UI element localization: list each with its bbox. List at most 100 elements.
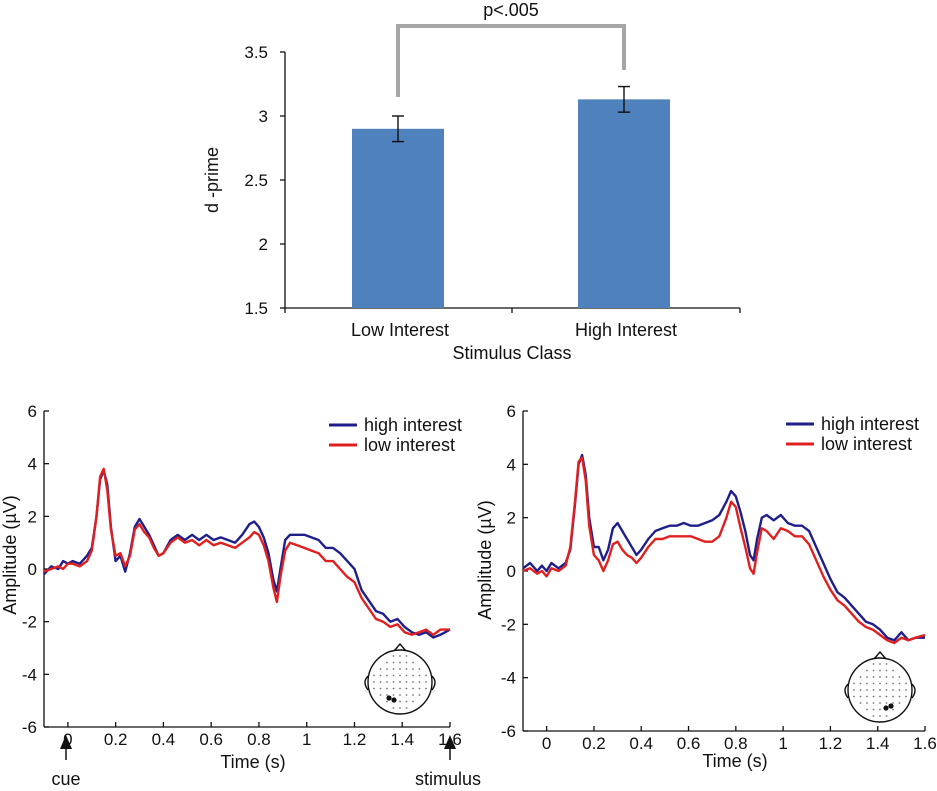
electrode-dot [859, 689, 862, 691]
electrode-dot [392, 687, 395, 690]
cue-arrow [60, 735, 72, 760]
electrode-dot [399, 700, 401, 703]
y-tick-label: -4 [22, 665, 37, 684]
x-tick-label: 0.4 [152, 730, 176, 749]
electrode-dot [373, 681, 375, 683]
x-tick-label: 0.8 [724, 734, 748, 753]
electrode-dot [859, 682, 862, 685]
electrode-dot [859, 702, 862, 704]
electrode-dot [853, 689, 855, 691]
electrode-dot [872, 708, 875, 711]
series-line [522, 456, 926, 645]
electrode-dot [879, 702, 881, 704]
electrode-dot [872, 702, 875, 704]
electrode-dot [373, 687, 375, 690]
electrode-dot [853, 695, 855, 698]
y-tick-label: 6 [507, 402, 516, 421]
electrode-dot [879, 708, 881, 711]
legend-label-high: high interest [364, 415, 462, 435]
stimulus-label: stimulus [415, 769, 481, 789]
electrode-dot [379, 687, 382, 690]
electrode-dot [898, 702, 901, 704]
head-ear [911, 683, 916, 699]
erp-right-x-axis-label: Time (s) [702, 751, 767, 771]
electrode-dot [905, 689, 907, 691]
x-tick-label: 0.4 [629, 734, 653, 753]
electrode-dot [872, 695, 875, 698]
x-tick-label: 1 [302, 730, 311, 749]
head-nose [393, 642, 407, 652]
electrode-dot [418, 674, 421, 677]
electrode-dot [885, 695, 888, 698]
electrode-dot [892, 689, 894, 691]
electrode-dot [412, 700, 414, 703]
electrode-dot [879, 676, 881, 678]
electrode-dot [412, 668, 414, 670]
electrode-dot [866, 708, 868, 711]
electrode-dot [892, 695, 894, 698]
electrode-dot [418, 694, 421, 696]
electrode-dot [898, 695, 901, 698]
electrode-dot [866, 689, 868, 691]
electrode-dot [892, 669, 894, 672]
electrode-dot [885, 669, 888, 672]
electrode-dot [386, 681, 388, 683]
bar-y-tick-label: 1.5 [244, 299, 268, 318]
x-tick-label: 1.4 [390, 730, 414, 749]
bar [578, 99, 670, 308]
significance-label: p<.005 [483, 0, 539, 20]
electrode-dot [405, 707, 408, 709]
electrode-dot [386, 687, 388, 690]
electrode-dot [392, 668, 395, 670]
electrode-dot [373, 674, 375, 677]
bar-x-axis-label: Stimulus Class [452, 343, 571, 363]
x-tick-label: 1 [778, 734, 787, 753]
x-tick-label: 0 [542, 734, 551, 753]
electrode-dot [898, 682, 901, 685]
electrode-dot [866, 682, 868, 685]
electrode-dot [425, 681, 427, 683]
electrode-dot [405, 668, 408, 670]
electrode-dot [392, 674, 395, 677]
y-tick-label: 2 [28, 507, 37, 526]
electrode-dot [885, 676, 888, 678]
electrode-active [883, 705, 889, 711]
electrode-dot [379, 668, 382, 670]
electrode-dot [879, 695, 881, 698]
electrode-dot [425, 674, 427, 677]
head-map-icon-right [844, 650, 916, 723]
electrode-dot [392, 655, 395, 657]
x-tick-label: 0.2 [104, 730, 128, 749]
electrode-dot [879, 663, 881, 665]
electrode-dot [399, 668, 401, 670]
series-line [522, 453, 925, 642]
y-tick-label: -6 [501, 722, 516, 741]
electrode-dot [892, 708, 894, 711]
electrode-dot [892, 682, 894, 685]
electrode-dot [392, 707, 395, 709]
series-line [43, 467, 450, 636]
electrode-dot [405, 681, 408, 683]
electrode-dot [418, 681, 421, 683]
y-tick-label: -2 [22, 613, 37, 632]
y-tick-label: 0 [28, 560, 37, 579]
electrode-dot [872, 682, 875, 685]
electrode-dot [866, 702, 868, 704]
electrode-dot [885, 715, 888, 717]
electrode-dot [898, 689, 901, 691]
x-tick-label: 1.2 [819, 734, 843, 753]
electrode-dot [405, 694, 408, 696]
bar [352, 128, 444, 308]
electrode-dot [866, 695, 868, 698]
y-tick-label: 4 [28, 455, 37, 474]
electrode-dot [412, 681, 414, 683]
electrode-active [391, 697, 397, 703]
electrode-dot [872, 689, 875, 691]
electrode-dot [866, 669, 868, 672]
electrode-dot [386, 674, 388, 677]
electrode-dot [399, 681, 401, 683]
electrode-dot [885, 663, 888, 665]
electrode-dot [399, 707, 401, 709]
